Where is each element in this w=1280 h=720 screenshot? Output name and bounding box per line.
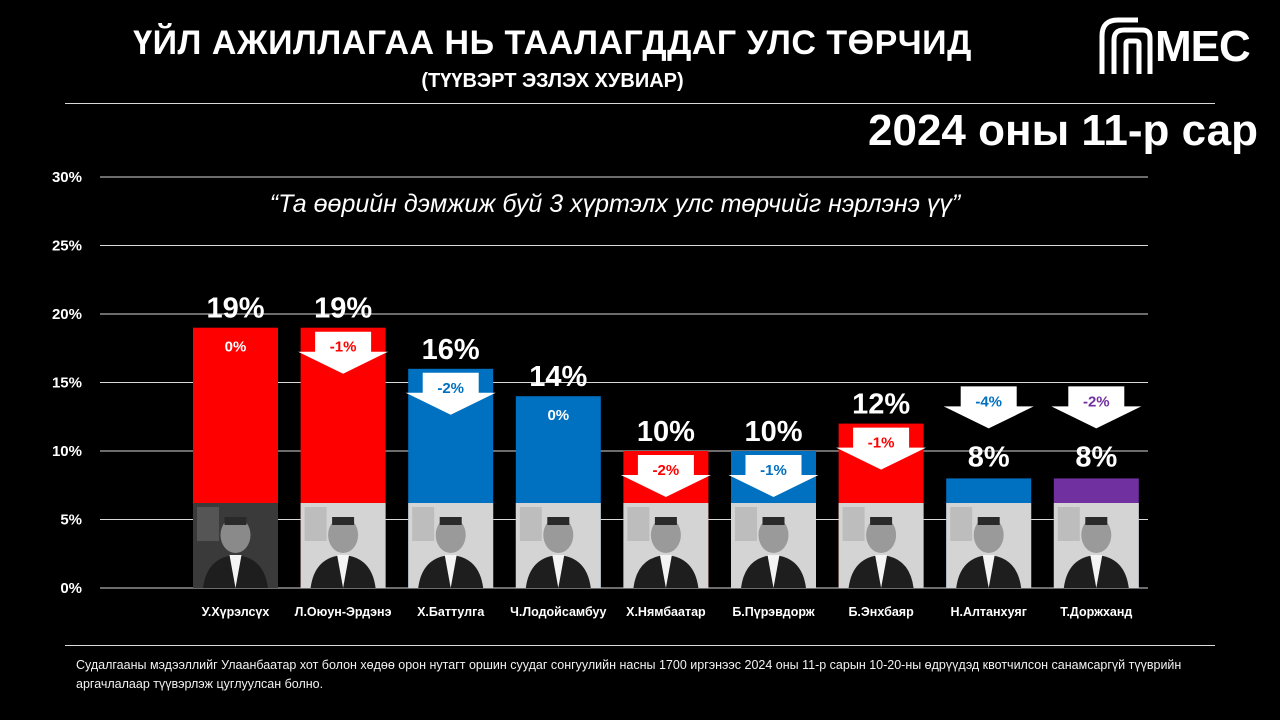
change-label: -2% <box>653 462 680 479</box>
y-tick-label: 0% <box>60 580 82 597</box>
category-label: Н.Алтанхуяг <box>950 605 1026 619</box>
change-label: -1% <box>868 435 895 452</box>
portrait-photo <box>838 503 924 588</box>
y-tick-label: 30% <box>52 169 82 186</box>
survey-question: “Та өөрийн дэмжиж буй 3 хүртэлх улс төрч… <box>269 190 961 218</box>
footer-divider <box>65 645 1215 646</box>
portrait-photo <box>731 503 816 588</box>
change-label: 0% <box>225 339 247 356</box>
down-arrow-icon <box>836 427 927 470</box>
mec-logo-text: MEC <box>1155 22 1251 71</box>
bar-value-label: 19% <box>314 293 372 325</box>
mec-logo-icon <box>1099 17 1153 74</box>
bar-value-label: 14% <box>529 361 587 393</box>
y-tick-label: 5% <box>60 512 82 529</box>
bar-value-label: 19% <box>206 293 264 325</box>
survey-period: 2024 оны 11-р сар <box>868 106 1258 155</box>
portrait-photo <box>515 503 601 588</box>
y-tick-label: 20% <box>52 306 82 323</box>
down-arrow-icon <box>405 372 496 415</box>
methodology-footnote: Судалгааны мэдээллийг Улаанбаатар хот бо… <box>76 658 1182 691</box>
y-tick-label: 25% <box>52 238 82 255</box>
category-label: Ч.Лодойсамбуу <box>510 605 606 619</box>
category-label: Т.Доржханд <box>1060 605 1132 619</box>
bar-value-label: 12% <box>852 389 910 421</box>
portrait-photo <box>1053 503 1139 588</box>
header-divider <box>65 103 1215 104</box>
change-label: -1% <box>330 339 357 356</box>
portrait-photo <box>408 503 494 588</box>
portrait-photo <box>300 503 386 588</box>
page-subtitle: (ТҮҮВЭРТ ЭЗЛЭХ ХУВИАР) <box>421 70 684 92</box>
down-arrow-icon <box>620 455 711 497</box>
category-label: Б.Энхбаяр <box>848 605 914 619</box>
category-label: У.Хүрэлсүх <box>202 605 270 619</box>
page-title: ҮЙЛ АЖИЛЛАГАА НЬ ТААЛАГДДАГ УЛС ТӨРЧИД <box>133 24 972 62</box>
category-label: Х.Баттулга <box>417 605 485 619</box>
portrait-photo <box>623 503 709 588</box>
bar-value-label: 8% <box>968 441 1010 473</box>
category-label: Х.Нямбаатар <box>626 605 706 619</box>
bar-value-label: 8% <box>1075 441 1117 473</box>
change-label: -1% <box>760 462 787 479</box>
bar-value-label: 10% <box>744 416 802 448</box>
y-tick-label: 10% <box>52 443 82 460</box>
portrait-photo <box>946 503 1032 588</box>
down-arrow-icon <box>1051 386 1142 429</box>
change-label: -2% <box>437 380 464 397</box>
y-tick-label: 15% <box>52 375 82 392</box>
portrait-photo <box>193 503 278 588</box>
down-arrow-icon <box>943 386 1034 429</box>
change-label: 0% <box>547 407 569 424</box>
down-arrow-icon <box>728 455 819 497</box>
change-label: -2% <box>1083 393 1110 410</box>
bar-value-label: 10% <box>637 416 695 448</box>
category-label: Б.Пүрэвдорж <box>732 605 814 619</box>
category-label: Л.Оюун-Эрдэнэ <box>295 605 392 619</box>
down-arrow-icon <box>298 331 389 374</box>
bar-value-label: 16% <box>422 334 480 366</box>
change-label: -4% <box>975 393 1002 410</box>
